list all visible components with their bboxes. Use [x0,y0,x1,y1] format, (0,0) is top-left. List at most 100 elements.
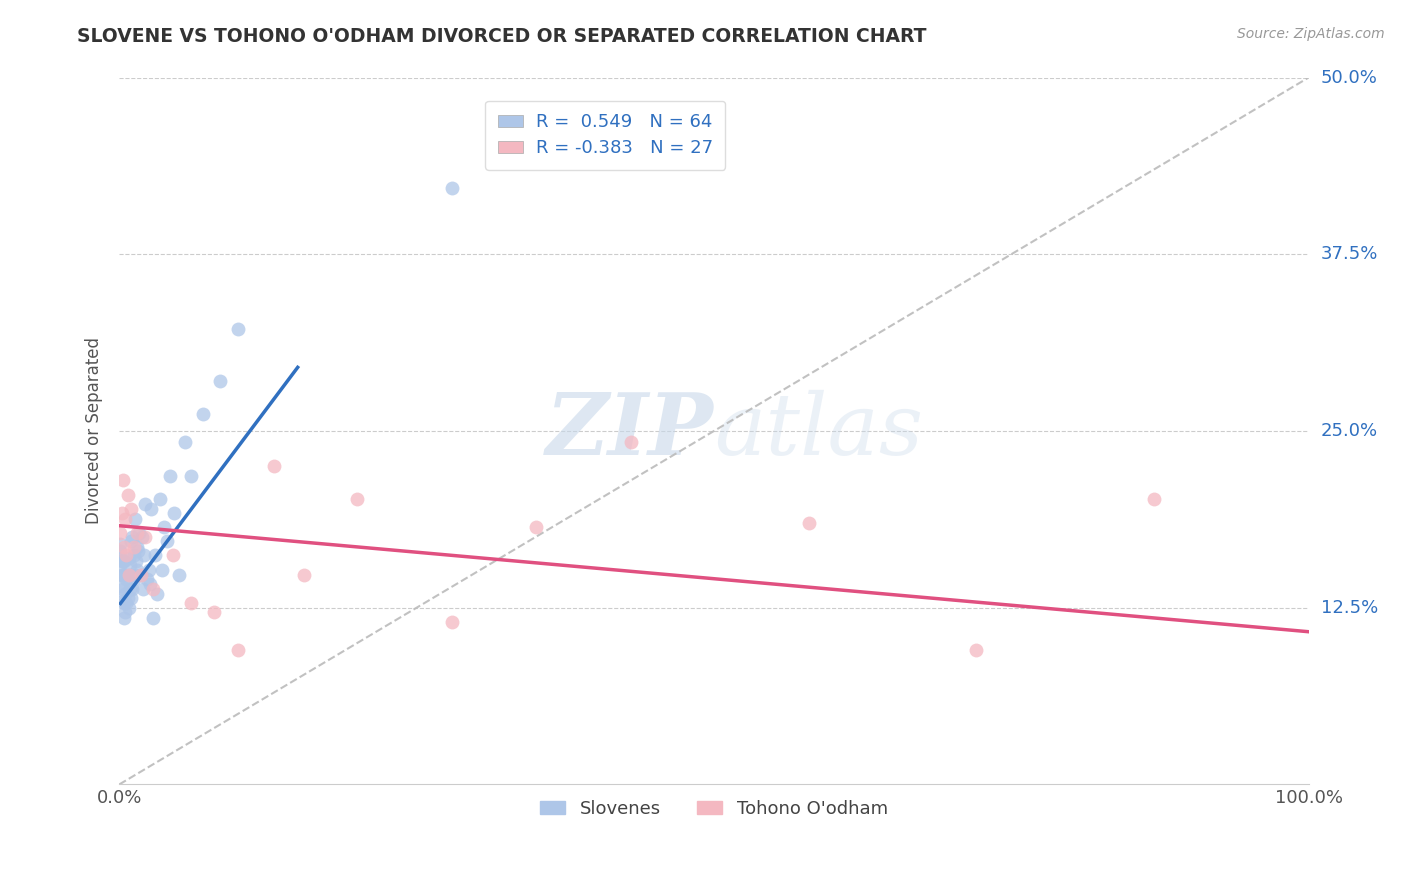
Point [111,568,134,582]
Point [112,554,135,568]
Point [112,610,135,624]
Point [110,537,132,551]
Point [121,582,143,597]
Point [226,322,249,336]
Point [125,554,148,568]
Point [132,582,155,597]
Point [114,586,136,600]
Point [118,558,141,573]
Point [156,534,179,549]
Point [142,582,165,597]
Point [120,501,142,516]
Point [138,562,160,576]
Point [150,562,173,576]
Point [127,525,149,540]
Point [114,511,136,525]
Point [441,181,464,195]
Text: 12.5%: 12.5% [1320,599,1378,616]
Point [115,597,138,611]
Point [112,540,135,554]
Point [135,573,157,587]
Point [122,540,145,554]
Point [124,511,146,525]
Point [134,498,156,512]
Legend: Slovenes, Tohono O'odham: Slovenes, Tohono O'odham [533,792,896,825]
Point [111,506,134,520]
Text: ZIP: ZIP [546,389,714,473]
Point [117,568,139,582]
Point [111,474,134,488]
Text: 25.0%: 25.0% [1320,422,1378,440]
Point [127,544,149,558]
Point [226,643,249,657]
Point [163,506,186,520]
Point [112,597,135,611]
Point [167,568,190,582]
Point [159,469,181,483]
Point [110,544,132,558]
Point [146,586,169,600]
Text: 37.5%: 37.5% [1320,245,1378,263]
Point [118,568,141,582]
Point [965,643,987,657]
Point [129,568,152,582]
Point [134,530,156,544]
Point [128,525,150,540]
Point [162,549,184,563]
Point [110,558,132,573]
Point [111,582,134,597]
Point [620,435,643,450]
Point [209,375,232,389]
Point [114,568,136,582]
Point [110,525,132,540]
Point [263,459,285,474]
Point [118,600,141,615]
Point [441,615,464,629]
Point [115,573,138,587]
Y-axis label: Divorced or Separated: Divorced or Separated [86,337,103,524]
Point [121,530,143,544]
Point [141,501,163,516]
Point [1143,491,1166,506]
Point [115,549,138,563]
Point [127,562,149,576]
Point [139,576,162,591]
Point [149,491,172,506]
Point [111,593,134,607]
Point [111,554,134,568]
Point [346,491,368,506]
Text: atlas: atlas [714,390,924,472]
Point [122,549,145,563]
Point [124,568,146,582]
Point [111,580,134,594]
Point [120,534,142,549]
Point [111,554,134,568]
Point [180,597,202,611]
Point [143,549,166,563]
Point [120,568,142,582]
Point [110,551,132,566]
Point [153,520,176,534]
Point [180,469,202,483]
Point [142,610,165,624]
Point [129,568,152,582]
Point [111,568,134,582]
Point [127,540,149,554]
Point [131,530,153,544]
Point [797,516,820,530]
Text: Source: ZipAtlas.com: Source: ZipAtlas.com [1237,27,1385,41]
Point [118,582,141,597]
Point [134,549,156,563]
Point [524,520,547,534]
Point [120,591,142,605]
Text: SLOVENE VS TOHONO O'ODHAM DIVORCED OR SEPARATED CORRELATION CHART: SLOVENE VS TOHONO O'ODHAM DIVORCED OR SE… [77,27,927,45]
Point [191,407,214,421]
Point [292,568,315,582]
Point [117,487,139,501]
Point [117,591,139,605]
Point [122,573,145,587]
Point [118,551,141,566]
Point [114,605,136,619]
Point [204,605,226,619]
Text: 50.0%: 50.0% [1320,69,1378,87]
